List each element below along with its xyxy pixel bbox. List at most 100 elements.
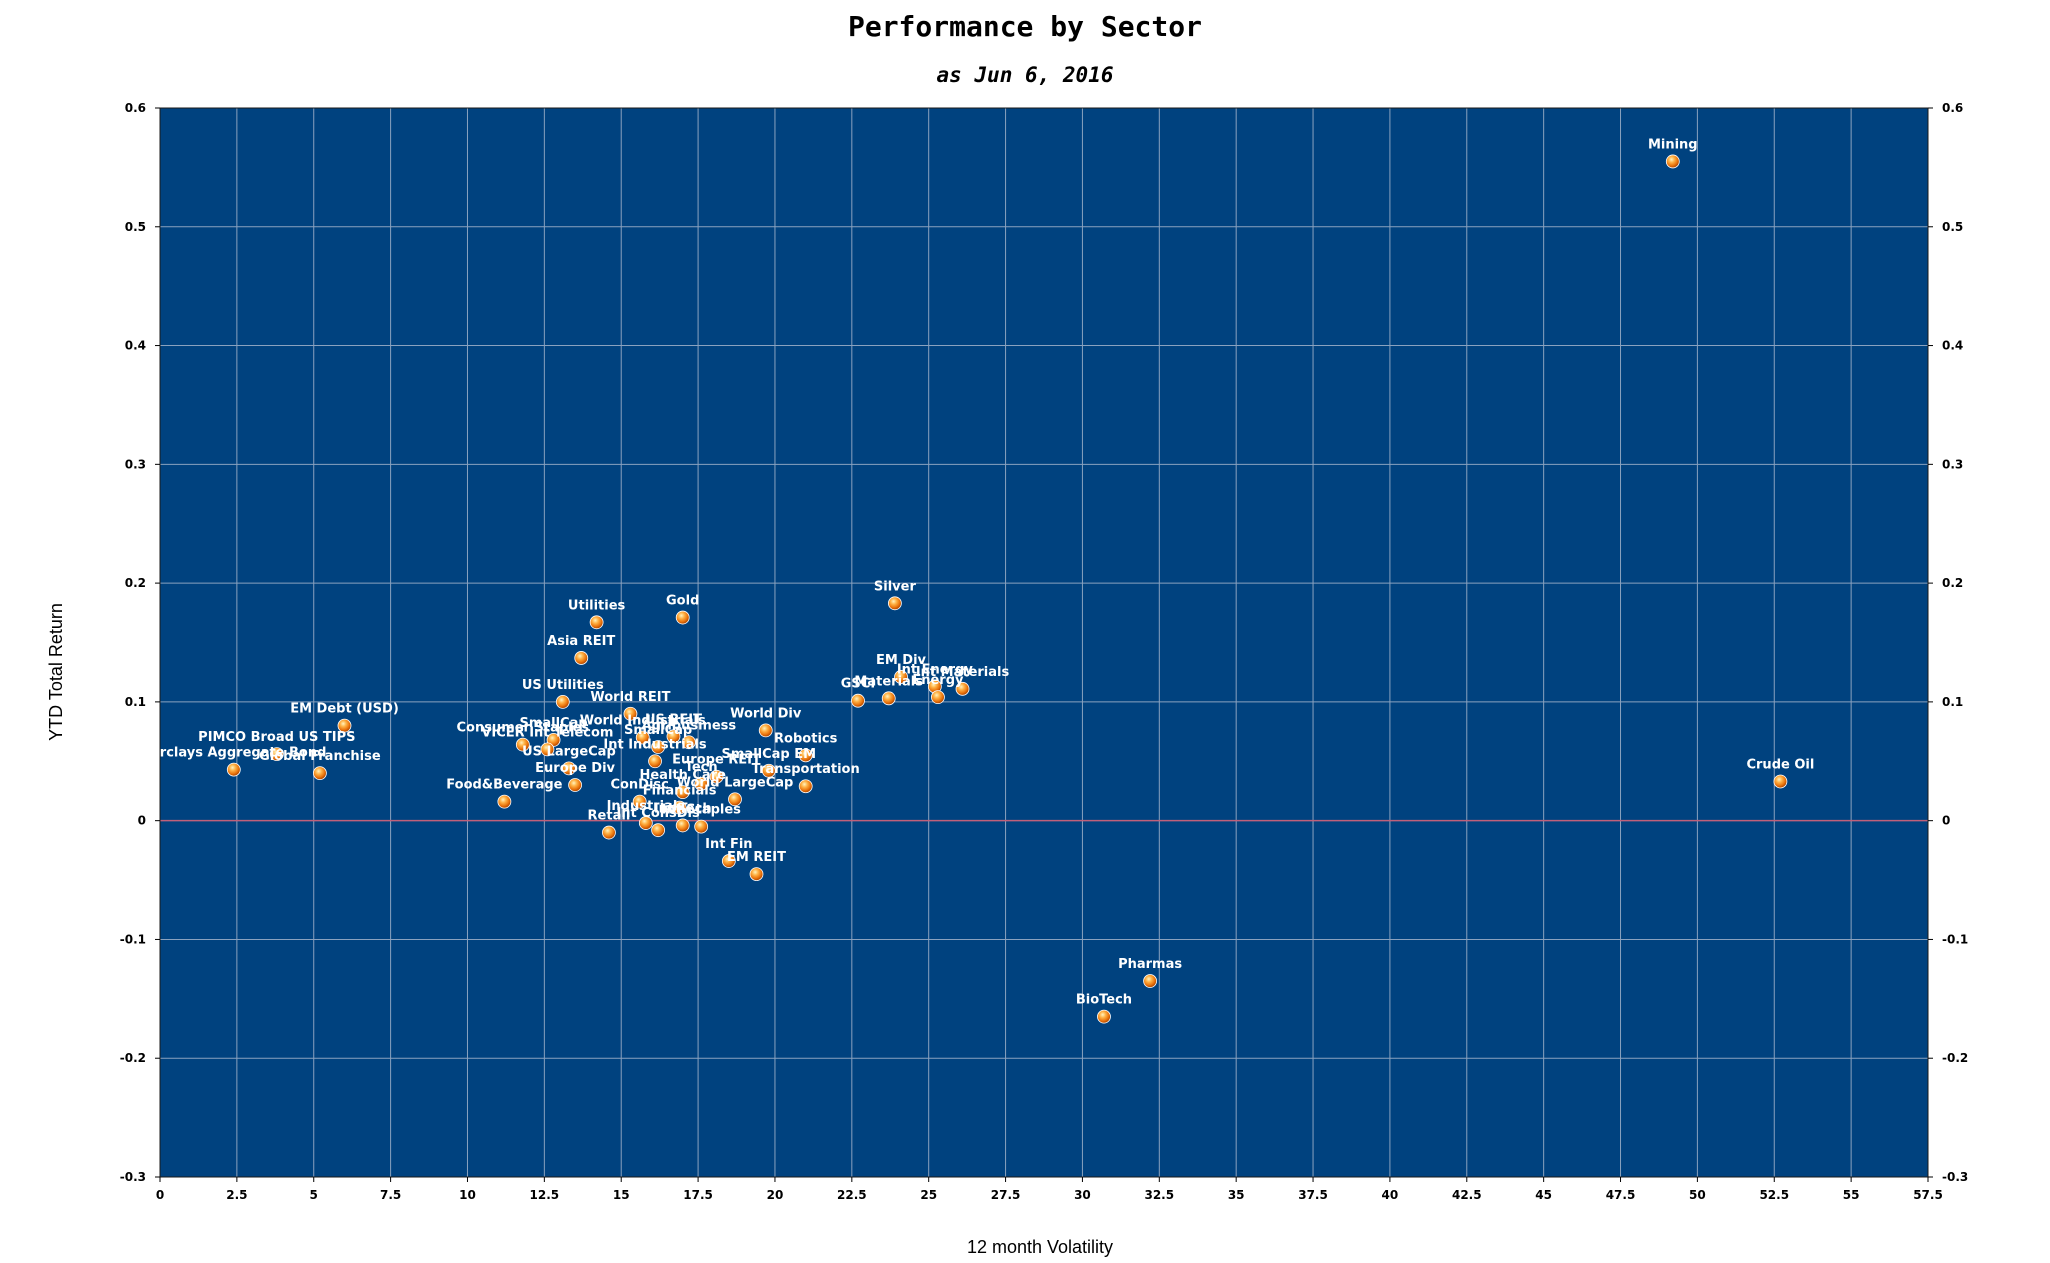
data-point — [666, 729, 681, 744]
x-tick-label: 52.5 — [1759, 1188, 1789, 1202]
y-tick-label-left: -0.2 — [120, 1051, 146, 1065]
x-tick-label: 20 — [767, 1188, 784, 1202]
data-point — [694, 776, 709, 791]
x-tick-label: 0 — [156, 1188, 164, 1202]
y-tick-label-right: -0.1 — [1942, 932, 1968, 946]
data-point-label: US LargeCap — [522, 744, 616, 759]
data-point — [761, 763, 776, 778]
data-point — [589, 615, 604, 630]
data-point-label: Industrials — [607, 799, 686, 814]
data-point — [574, 651, 589, 665]
y-tick-label-right: 0.5 — [1942, 220, 1963, 234]
data-point — [269, 747, 284, 762]
data-point-label: US REIT — [645, 712, 702, 727]
data-point — [226, 762, 241, 777]
y-tick-label-left: 0.4 — [125, 339, 146, 353]
data-point-label: Tech — [685, 760, 718, 775]
data-point-label: Int Industrials — [603, 737, 707, 752]
data-point — [675, 785, 690, 800]
data-point — [672, 800, 687, 815]
plot-border — [159, 107, 1929, 1178]
data-point — [931, 690, 945, 705]
data-point — [635, 730, 650, 745]
data-point-label: Global Franchise — [259, 749, 381, 764]
chart-title: Performance by Sector — [848, 10, 1202, 43]
x-tick-label: 15 — [613, 1188, 630, 1202]
x-tick-label: 27.5 — [991, 1188, 1021, 1202]
y-tick-label-right: 0 — [1942, 814, 1950, 828]
data-point-label: US Utilities — [522, 678, 604, 693]
data-point — [1097, 1009, 1111, 1024]
data-point-label: Materials — [854, 674, 923, 689]
y-tick-label-left: 0.3 — [125, 457, 146, 471]
data-point — [623, 706, 638, 721]
data-point — [955, 681, 970, 696]
data-point-label: PIMCO Broad US TIPS — [198, 730, 355, 745]
data-point — [758, 723, 773, 738]
data-point-label: Silver — [874, 579, 917, 594]
data-point — [312, 766, 327, 781]
data-point-label: Int Fin — [705, 837, 752, 852]
x-tick-label: 32.5 — [1144, 1188, 1174, 1202]
x-axis-title: 12 month Volatility — [967, 1237, 1113, 1257]
data-point-label: Int Materials — [916, 665, 1010, 680]
gridlines — [159, 107, 1929, 1178]
y-tick-label-right: 0.2 — [1942, 576, 1963, 590]
x-tick-label: 37.5 — [1298, 1188, 1328, 1202]
data-points: Mining Crude Oil Pharmas BioTech Silver EM Di… — [141, 137, 1814, 1024]
data-point-label: BioTech — [1076, 993, 1132, 1008]
data-point — [1665, 154, 1680, 169]
data-point-label: VICER Int Telecom — [481, 725, 613, 740]
data-point — [497, 794, 512, 809]
data-point-label: Financials — [643, 784, 717, 799]
x-tick-label: 2.5 — [226, 1188, 247, 1202]
data-point — [648, 754, 662, 769]
data-point-label: World Div — [730, 706, 802, 721]
data-point-label: Transportation — [752, 762, 860, 777]
data-point — [602, 825, 616, 840]
data-point-label: Agribusiness — [642, 718, 737, 733]
x-tick-label: 25 — [920, 1188, 937, 1202]
data-point-label: SmallCap — [519, 716, 587, 731]
data-point-label: Gold — [666, 594, 699, 609]
data-point-label: World Industrials — [580, 714, 706, 729]
data-point — [651, 823, 666, 838]
y-tick-label-right: 0.3 — [1942, 457, 1963, 471]
data-point — [681, 735, 696, 750]
data-point-label: EM Div — [876, 653, 927, 668]
data-point — [851, 693, 865, 708]
data-point-label: Pharmas — [1118, 957, 1182, 972]
y-tick-label-left: 0.6 — [125, 101, 146, 115]
data-point-label: Food&Beverage — [446, 778, 562, 793]
data-point — [728, 792, 742, 807]
data-point-label: Barclays Aggregate Bond — [141, 746, 326, 761]
data-point-label: EM REIT — [727, 850, 786, 865]
data-point-label: Energy — [912, 673, 964, 688]
y-tick-label-right: 0.1 — [1942, 695, 1963, 709]
x-tick-label: 55 — [1843, 1188, 1860, 1202]
y-tick-label-left: -0.1 — [120, 932, 146, 946]
x-tick-label: 10 — [459, 1188, 476, 1202]
data-point-label: Europe REIT — [672, 753, 761, 768]
data-point-label: Consumer Staples — [456, 721, 589, 736]
data-point — [675, 818, 690, 833]
data-point — [798, 779, 813, 794]
data-point-label: World LargeCap — [677, 775, 794, 790]
data-point-label: World REIT — [590, 690, 670, 705]
data-point — [749, 867, 764, 882]
data-point — [894, 670, 908, 684]
x-tick-label: 50 — [1689, 1188, 1706, 1202]
axis-ticks: 0 2.5 5 7.5 10 12.5 15 17.5 20 22.5 25 27.5 30 32.5 35… — [120, 101, 1969, 1202]
data-point — [515, 737, 530, 752]
y-tick-label-right: -0.3 — [1942, 1170, 1968, 1184]
data-point-label: Int Staples — [661, 803, 741, 818]
chart-subtitle: as Jun 6, 2016 — [936, 63, 1113, 87]
x-tick-label: 5 — [310, 1188, 318, 1202]
y-tick-label-right: -0.2 — [1942, 1051, 1968, 1065]
data-point-label: Asia REIT — [547, 634, 615, 649]
data-point-label: Crude Oil — [1746, 757, 1814, 772]
data-point — [555, 694, 570, 709]
data-point-label: ConDisc — [610, 778, 668, 793]
x-tick-label: 7.5 — [380, 1188, 401, 1202]
